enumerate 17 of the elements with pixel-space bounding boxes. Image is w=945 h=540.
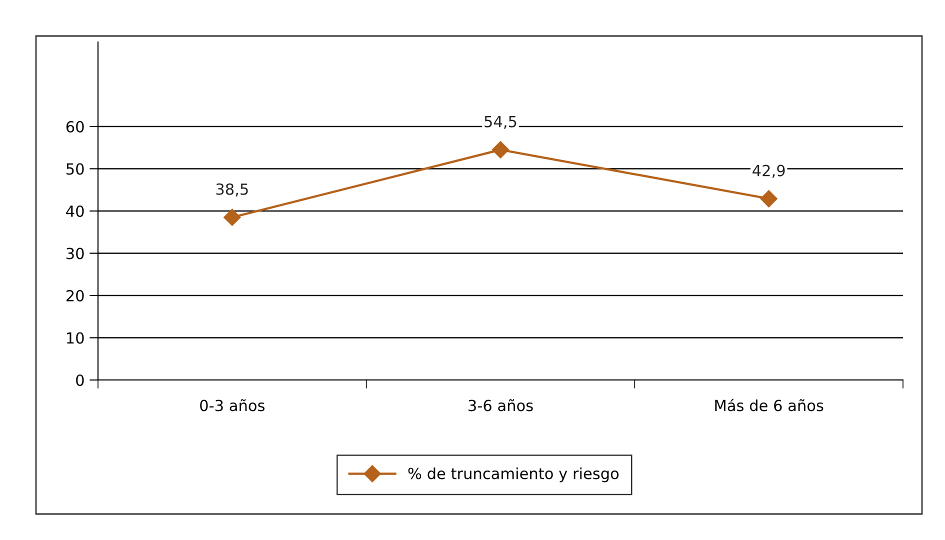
point bbox=[760, 190, 778, 208]
y-tick-label: 10 bbox=[67, 332, 84, 344]
x-tick-label: Más de 6 años bbox=[715, 398, 824, 412]
x-tick-label: 0-3 años bbox=[200, 399, 264, 412]
x-tick-label: 3-6 años bbox=[468, 399, 533, 412]
data-label: 42,9 bbox=[752, 164, 785, 178]
point bbox=[224, 208, 241, 226]
data-label: 54,5 bbox=[484, 116, 516, 129]
y-tick-label: 40 bbox=[66, 205, 84, 218]
y-tick-label: 20 bbox=[66, 290, 84, 302]
y-tick-label: 60 bbox=[66, 120, 84, 133]
legend-label: % de truncamiento y riesgo bbox=[408, 467, 619, 482]
y-tick-label: 0 bbox=[76, 374, 84, 386]
data-label: 38,5 bbox=[216, 183, 248, 196]
point bbox=[492, 141, 510, 158]
y-tick-label: 50 bbox=[66, 163, 84, 175]
y-tick-label: 30 bbox=[66, 248, 84, 260]
